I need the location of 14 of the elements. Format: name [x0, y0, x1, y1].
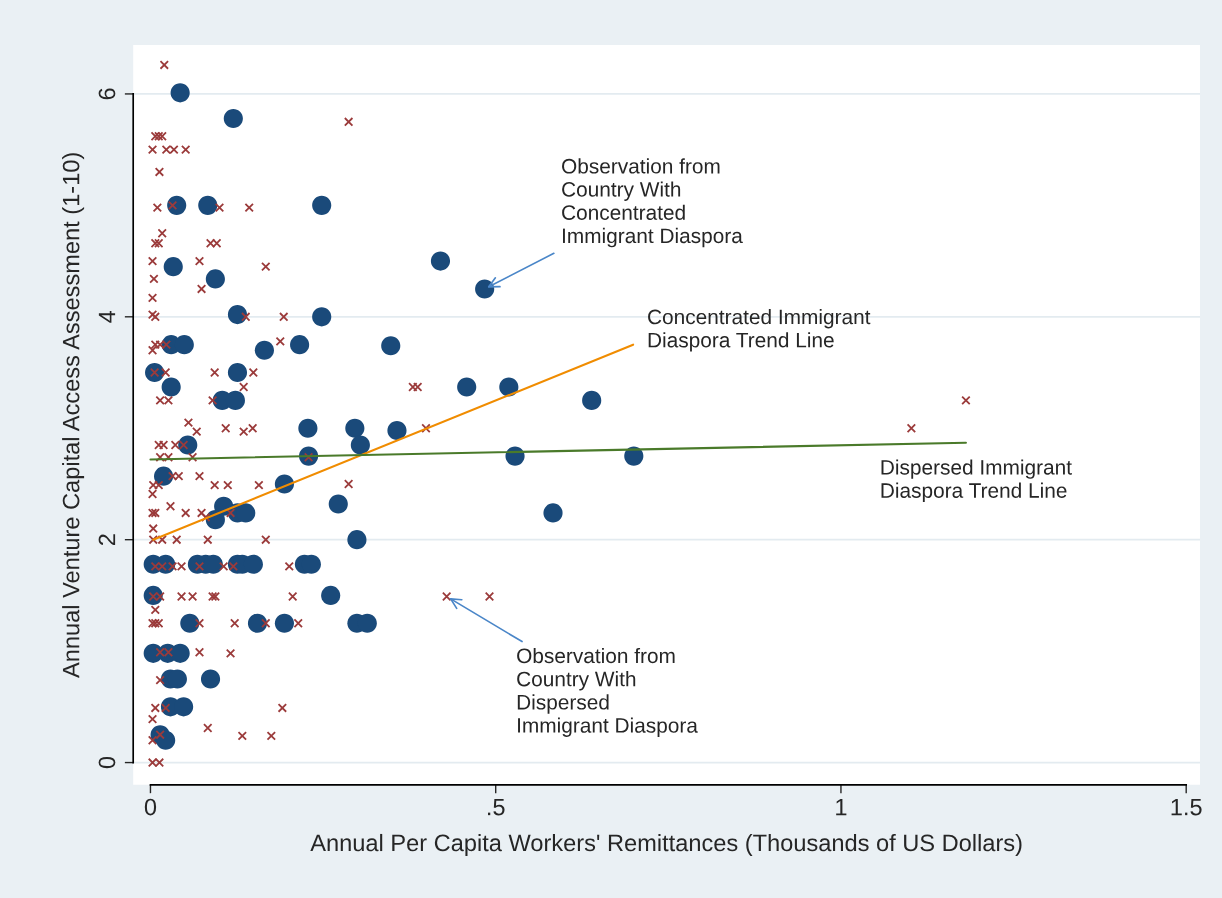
- y-tick-label: 2: [98, 534, 116, 546]
- x-tick-label: 1.5: [1171, 798, 1202, 816]
- y-axis-title: Annual Venture Capital Access Assessment (1-10): [62, 153, 85, 678]
- x-tick-label: 0: [144, 798, 157, 816]
- y-tick-label: 4: [98, 310, 116, 323]
- annotation: Observation from Country With Concentrated Immigrant Diaspora: [562, 158, 743, 248]
- x-tick-label: 1: [836, 798, 847, 816]
- x-tick-label: .5: [488, 798, 505, 816]
- series-label: Concentrated Immigrant Diaspora Trend Line: [648, 309, 871, 352]
- y-tick-label: 0: [98, 756, 116, 769]
- series-label: Dispersed Immigrant Diaspora Trend Line: [881, 459, 1072, 503]
- x-axis-title: Annual Per Capita Workers' Remittances (Thousands of US Dollars): [310, 833, 1022, 856]
- y-tick-label: 6: [98, 88, 116, 100]
- annotation: Observation from Country With Dispersed Immigrant Diaspora: [517, 647, 698, 737]
